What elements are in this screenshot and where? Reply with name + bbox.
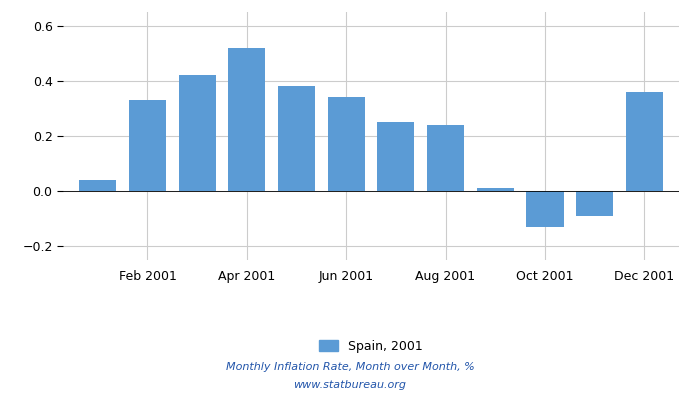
Bar [79,180,116,191]
Bar [129,100,166,191]
Bar [427,125,464,191]
Bar [576,191,613,216]
Bar [477,188,514,191]
Bar [377,122,414,191]
Text: Monthly Inflation Rate, Month over Month, %: Monthly Inflation Rate, Month over Month… [225,362,475,372]
Bar [328,98,365,191]
Text: www.statbureau.org: www.statbureau.org [293,380,407,390]
Bar [526,191,564,227]
Bar [178,75,216,191]
Bar [228,48,265,191]
Legend: Spain, 2001: Spain, 2001 [314,335,428,358]
Bar [278,86,315,191]
Bar [626,92,663,191]
